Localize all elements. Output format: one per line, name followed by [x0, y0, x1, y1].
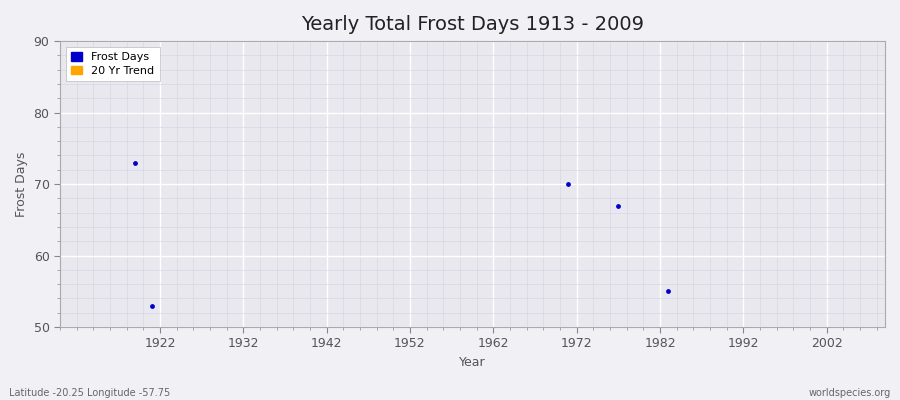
Text: Latitude -20.25 Longitude -57.75: Latitude -20.25 Longitude -57.75 [9, 388, 170, 398]
X-axis label: Year: Year [459, 356, 486, 369]
Point [128, 160, 142, 166]
Title: Yearly Total Frost Days 1913 - 2009: Yearly Total Frost Days 1913 - 2009 [301, 15, 644, 34]
Legend: Frost Days, 20 Yr Trend: Frost Days, 20 Yr Trend [66, 47, 160, 81]
Y-axis label: Frost Days: Frost Days [15, 151, 28, 217]
Point [611, 202, 625, 209]
Point [77, 52, 92, 59]
Point [144, 302, 158, 309]
Point [561, 181, 575, 187]
Text: worldspecies.org: worldspecies.org [809, 388, 891, 398]
Point [662, 288, 676, 294]
